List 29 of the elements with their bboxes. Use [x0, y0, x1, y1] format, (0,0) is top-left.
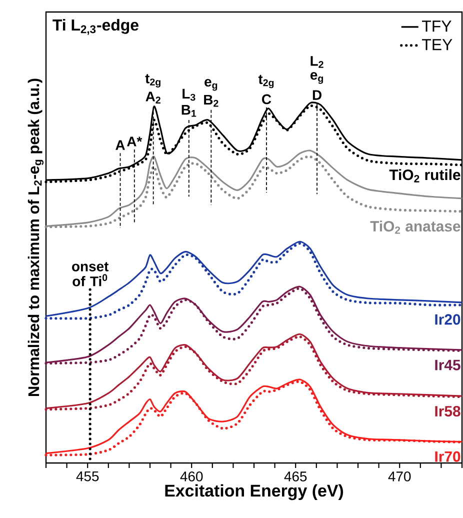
- annotation: Ir45: [435, 360, 460, 370]
- y-axis-title: Normalized to maximum of L$_{2}$-e$_{g}$ peak (a.u.): [28, 78, 44, 396]
- annotation: A*: [126, 136, 142, 146]
- annotation: Ir70: [435, 451, 460, 462]
- x-axis-title: Excitation Energy (eV): [165, 484, 344, 500]
- annotation: e$_{g}$: [204, 78, 218, 91]
- annotation: t$_{2g}$: [258, 74, 274, 88]
- chart-title: Ti L$_{2,3}$-edge: [52, 18, 138, 35]
- annotation: L$_{2}$: [310, 56, 324, 68]
- annotation: TiO$_{2}$ anatase: [370, 220, 460, 234]
- annotation: t$_{2g}$: [145, 74, 160, 88]
- x-tick-label: 455: [76, 472, 99, 482]
- annotation: TiO$_{2}$ rutile: [389, 169, 460, 182]
- annotation: A$_{2}$: [146, 92, 160, 104]
- annotation: Ir20: [435, 314, 460, 325]
- annotation: B$_{1}$: [182, 105, 196, 117]
- annotation: C: [262, 94, 272, 104]
- x-tick-label: 470: [388, 472, 411, 482]
- legend-label: TEY: [422, 39, 452, 50]
- x-tick-label: 465: [284, 472, 307, 482]
- legend-label: TFY: [422, 20, 452, 32]
- annotation: D: [312, 90, 322, 100]
- annotation: e$_{g}$: [310, 72, 323, 84]
- annotation: Ir58: [435, 406, 460, 417]
- annotation: L$_{3}$: [182, 88, 196, 101]
- annotation: B$_{2}$: [204, 94, 218, 107]
- annotation: A: [116, 140, 125, 150]
- x-tick-label: 460: [180, 472, 203, 482]
- annotation: onset of Ti$^{0}$: [72, 262, 109, 286]
